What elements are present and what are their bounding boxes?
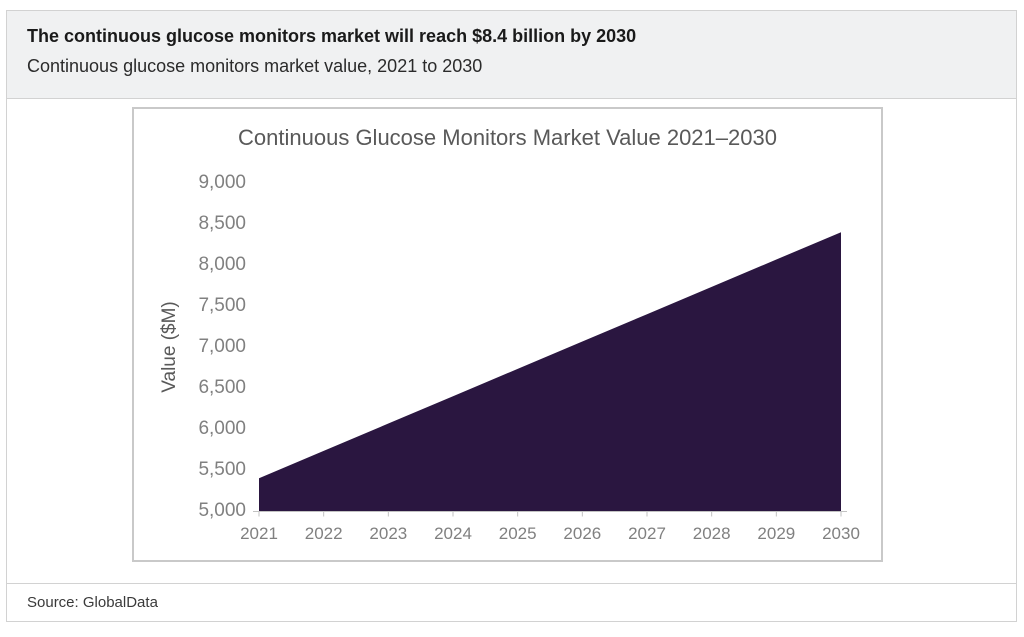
source-label: Source: GlobalData <box>27 594 158 611</box>
y-tick-label: 6,000 <box>198 418 246 439</box>
x-tick-label: 2022 <box>305 524 343 543</box>
y-tick-label: 9,000 <box>198 172 246 193</box>
y-tick-label: 5,500 <box>198 459 246 480</box>
y-tick-label: 5,000 <box>198 500 246 521</box>
x-tick-label: 2023 <box>369 524 407 543</box>
x-tick-label: 2029 <box>757 524 795 543</box>
chart-title: Continuous Glucose Monitors Market Value… <box>238 125 777 150</box>
x-tick-label: 2024 <box>434 524 472 543</box>
x-tick-label: 2027 <box>628 524 666 543</box>
x-tick-label: 2025 <box>499 524 537 543</box>
x-tick-label: 2030 <box>822 524 860 543</box>
report-footer: Source: GlobalData <box>7 583 1016 621</box>
y-tick-label: 8,000 <box>198 254 246 275</box>
y-tick-label: 7,000 <box>198 336 246 357</box>
x-tick-label: 2028 <box>693 524 731 543</box>
area-chart: 2021 2022 2023 2024 2025 2026 2027 2028 2029 2030… <box>159 172 860 543</box>
y-axis-title: Value ($M) <box>159 301 180 393</box>
chart-card: Continuous Glucose Monitors Market Value… <box>132 107 883 562</box>
y-tick-label: 7,500 <box>198 295 246 316</box>
y-tick-label: 8,500 <box>198 213 246 234</box>
report-headline: The continuous glucose monitors market w… <box>27 26 637 46</box>
report-subtitle: Continuous glucose monitors market value… <box>27 56 483 76</box>
y-tick-label: 6,500 <box>198 377 246 398</box>
x-tick-label: 2021 <box>240 524 278 543</box>
x-tick-label: 2026 <box>563 524 601 543</box>
chart-region: Continuous Glucose Monitors Market Value… <box>7 99 1016 583</box>
report-header: The continuous glucose monitors market w… <box>7 11 1016 99</box>
area-series <box>259 232 841 511</box>
report-panel: The continuous glucose monitors market w… <box>6 10 1017 622</box>
